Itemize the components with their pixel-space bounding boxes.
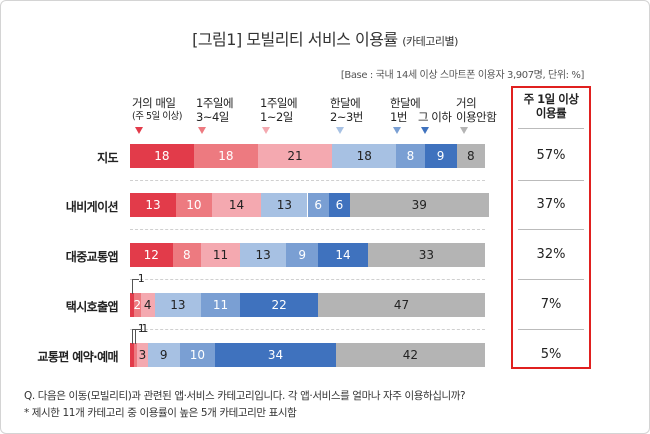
category-header-2-3-times: 한달에 2~3번 <box>330 96 363 124</box>
bar-segment: 39 <box>350 193 489 217</box>
bar-segment: 42 <box>335 343 485 367</box>
bar-segment: 21 <box>257 144 333 168</box>
bar-segment: 10 <box>179 343 216 367</box>
row-label: 내비게이션 <box>65 200 119 214</box>
bar-segment: 34 <box>215 343 336 367</box>
weekly-rate-header-line2: 이용률 <box>535 106 567 120</box>
weekly-rate-separator <box>518 279 584 280</box>
bar-segment: 12 <box>130 243 173 267</box>
category-header-3-4-days: 1주일에 3~4일 <box>196 96 234 124</box>
bar-segment: 18 <box>130 144 194 168</box>
row-label: 지도 <box>97 151 118 165</box>
weekly-rate-value: 32% <box>536 247 566 262</box>
bar-segment: 9 <box>147 343 180 367</box>
value-leader-label: 1 <box>137 272 145 285</box>
category-header-line1: 1주일에 <box>260 96 298 110</box>
category-header-once: 한달에 1번 <box>390 96 421 124</box>
category-marker-icon <box>336 127 344 134</box>
category-header-line2: (주 5일 이상) <box>132 111 182 122</box>
weekly-rate-value: 7% <box>540 297 562 312</box>
category-marker-icon <box>393 127 401 134</box>
row-separator <box>130 229 485 230</box>
category-header-1-2-days: 1주일에 1~2일 <box>260 96 298 124</box>
weekly-rate-value: 37% <box>536 197 566 212</box>
weekly-rate-box <box>511 86 591 369</box>
category-header-rarely: 거의 이용안함 <box>456 96 497 124</box>
chart-title: [그림1] 모빌리티 서비스 이용률 (카테고리별) <box>0 26 650 50</box>
bar-segment: 13 <box>154 293 201 317</box>
category-header-line1: 한달에 <box>330 96 361 110</box>
value-leader-label: 1 <box>141 322 149 335</box>
bar-segment: 14 <box>318 243 368 267</box>
bar-segment: 4 <box>140 293 155 317</box>
footnote-question: Q. 다음은 이동(모빌리티)과 관련된 앱·서비스 카테고리입니다. 각 앱·… <box>24 390 466 402</box>
value-leader-line <box>131 329 139 344</box>
value-leader-line <box>135 329 143 344</box>
bar-segment: 13 <box>261 193 308 217</box>
bar-segment: 33 <box>367 243 485 267</box>
bar-segment: 6 <box>328 193 351 217</box>
base-note: [Base : 국내 14세 이상 스마트폰 이용자 3,907명, 단위: %… <box>340 70 585 81</box>
category-marker-icon <box>421 127 429 134</box>
bar-segment: 3 <box>137 343 148 367</box>
bar-segment <box>130 293 134 317</box>
category-header-line1: 그 이하 <box>418 110 452 124</box>
weekly-rate-header-separator <box>518 128 584 129</box>
row-separator <box>130 180 485 181</box>
category-header-line1: 거의 <box>456 96 477 110</box>
bar-segment: 11 <box>201 243 241 267</box>
weekly-rate-header-line1: 주 1일 이상 <box>523 92 579 106</box>
bar-segment <box>133 343 138 367</box>
bar-segment: 8 <box>396 144 425 168</box>
value-leader-line <box>131 279 139 294</box>
bar-segment: 8 <box>456 144 485 168</box>
bar-segment: 13 <box>240 243 287 267</box>
chart-title-sub: (카테고리별) <box>402 35 458 48</box>
bar-segment: 11 <box>201 293 241 317</box>
bar-segment: 18 <box>332 144 397 168</box>
category-header-less: 그 이하 <box>418 110 452 124</box>
footnote-note: * 제시한 11개 카테고리 중 이용률이 높은 5개 카테고리만 표시함 <box>24 407 297 419</box>
bar-segment: 13 <box>130 193 177 217</box>
bar-segment: 47 <box>318 293 485 317</box>
chart-title-main: [그림1] 모빌리티 서비스 이용률 <box>192 30 398 49</box>
bar-segment: 18 <box>193 144 258 168</box>
category-header-line1: 1주일에 <box>196 96 234 110</box>
category-header-line2: 2~3번 <box>330 110 363 124</box>
weekly-rate-separator <box>518 180 584 181</box>
weekly-rate-separator <box>518 229 584 230</box>
bar-segment: 10 <box>176 193 212 217</box>
category-marker-icon <box>262 127 270 134</box>
bar-segment: 22 <box>240 293 319 317</box>
category-header-daily: 거의 매일 (주 5일 이상) <box>132 96 182 124</box>
bar-segment: 2 <box>133 293 141 317</box>
bar-segment: 14 <box>211 193 262 217</box>
row-label: 택시호출앱 <box>65 300 119 314</box>
category-marker-icon <box>135 127 143 134</box>
category-header-line2: 1~2일 <box>260 110 293 124</box>
row-label: 대중교통앱 <box>65 250 119 264</box>
category-header-line2: 3~4일 <box>196 110 229 124</box>
weekly-rate-value: 5% <box>540 347 562 362</box>
bar-segment: 9 <box>424 144 457 168</box>
weekly-rate-separator <box>518 329 584 330</box>
category-marker-icon <box>198 127 206 134</box>
bar-segment <box>130 343 134 367</box>
row-separator <box>130 279 485 280</box>
category-header-line2: 1번 <box>390 110 407 124</box>
category-header-line1: 한달에 <box>390 96 421 110</box>
weekly-rate-value: 57% <box>536 148 566 163</box>
row-label: 교통편 예약·예매 <box>37 350 118 364</box>
bar-segment: 8 <box>172 243 201 267</box>
category-header-line2: 이용안함 <box>456 110 497 124</box>
weekly-rate-header: 주 1일 이상 이용률 <box>511 92 591 120</box>
value-leader-label: 1 <box>137 322 145 335</box>
bar-segment: 6 <box>307 193 329 217</box>
category-marker-icon <box>460 127 468 134</box>
row-separator <box>130 329 485 330</box>
category-header-line1: 거의 매일 <box>132 96 176 110</box>
bar-segment: 9 <box>286 243 319 267</box>
